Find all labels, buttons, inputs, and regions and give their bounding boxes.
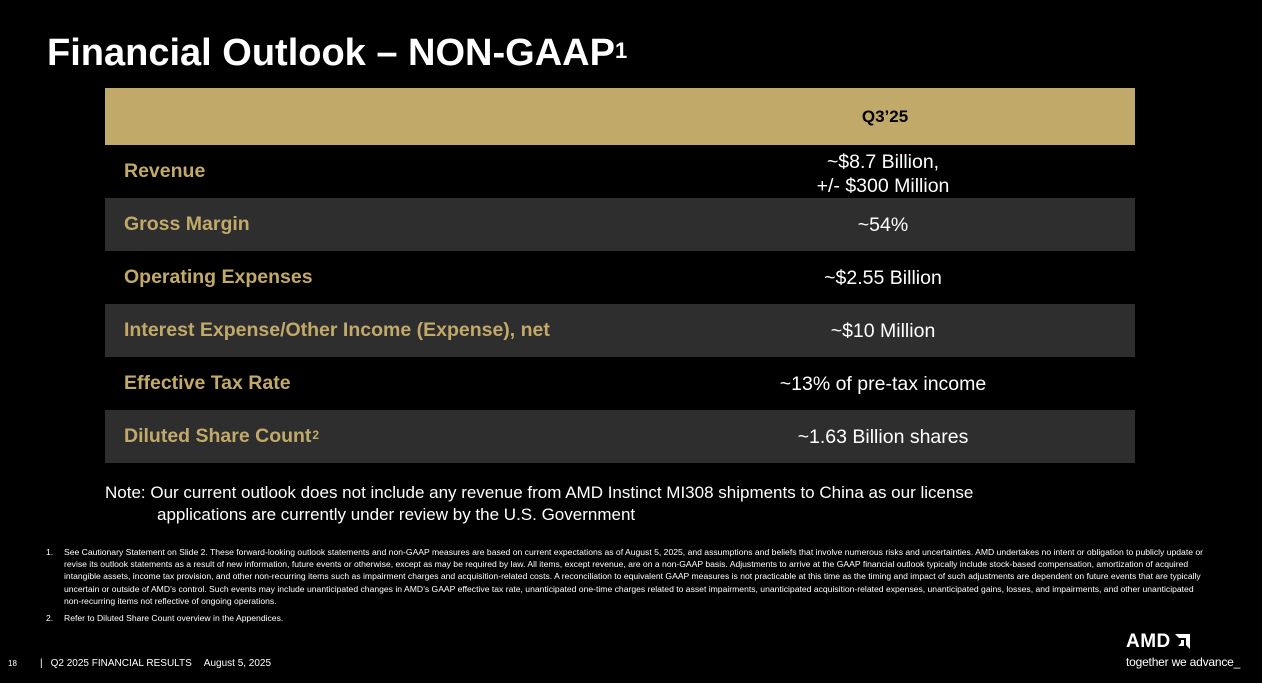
row-value: ~1.63 Billion shares [797, 425, 969, 448]
table-row-effective-tax-rate: Effective Tax Rate ~13% of pre-tax incom… [105, 357, 1135, 410]
row-label: Gross Margin [124, 213, 250, 235]
row-value: ~13% of pre-tax income [779, 372, 987, 395]
footnote-2: 2. Refer to Diluted Share Count overview… [46, 612, 1206, 624]
row-label: Effective Tax Rate [124, 372, 291, 394]
footer-separator: | [40, 658, 43, 669]
table-row-diluted-share-count: Diluted Share Count 2 ~1.63 Billion share… [105, 410, 1135, 463]
report-date: August 5, 2025 [203, 658, 272, 669]
row-label: Interest Expense/Other Income (Expense),… [124, 319, 550, 341]
row-value-line1: ~$8.7 Billion, [826, 151, 940, 173]
row-label-superscript: 2 [312, 427, 320, 442]
row-value: ~$10 Million [830, 319, 936, 342]
footnote-number: 2. [46, 613, 54, 624]
table-header: Q3’25 [105, 88, 1135, 145]
row-value: ~$2.55 Billion [824, 266, 942, 289]
row-label: Diluted Share Count 2 [124, 425, 320, 447]
table-row-revenue: Revenue ~$8.7 Billion, +/- $300 Million [105, 145, 1135, 198]
outlook-note: Note: Our current outlook does not inclu… [105, 482, 1105, 526]
footnote-text: Refer to Diluted Share Count overview in… [64, 613, 284, 624]
footnote-1: 1. See Cautionary Statement on Slide 2. … [46, 546, 1206, 607]
table-row-interest-expense: Interest Expense/Other Income (Expense),… [105, 304, 1135, 357]
table-row-operating-expenses: Operating Expenses ~$2.55 Billion [105, 251, 1135, 304]
slide-footer: 18 | Q2 2025 FINANCIAL RESULTS August 5, 20… [8, 658, 271, 669]
table-row-gross-margin: Gross Margin ~54% [105, 198, 1135, 251]
page-number: 18 [8, 659, 17, 668]
footnotes: 1. See Cautionary Statement on Slide 2. … [46, 546, 1206, 629]
column-header-q3: Q3’25 [861, 106, 909, 126]
title-superscript: 1 [614, 38, 628, 63]
note-line1: Note: Our current outlook does not inclu… [105, 483, 974, 502]
logo-tagline: together we advance_ [1126, 655, 1241, 669]
logo-brand: AMD [1126, 632, 1251, 652]
row-value-line2: +/- $300 Million [816, 175, 950, 197]
page-title: Financial Outlook – NON-GAAP1 [47, 32, 628, 74]
amd-arrow-icon [1174, 634, 1190, 649]
row-label: Revenue [124, 160, 206, 182]
row-value: ~54% [857, 213, 909, 236]
note-line2: applications are currently under review … [157, 505, 636, 524]
amd-logo: AMD together we advance_ [1126, 632, 1251, 672]
footnote-text: See Cautionary Statement on Slide 2. The… [64, 547, 1204, 606]
row-value: ~$8.7 Billion, +/- $300 Million [693, 145, 1073, 198]
report-name: Q2 2025 FINANCIAL RESULTS [50, 658, 192, 669]
row-label: Operating Expenses [124, 266, 313, 288]
footnote-number: 1. [46, 547, 54, 557]
outlook-table: Q3’25 Revenue ~$8.7 Billion, +/- $300 Mi… [105, 88, 1135, 463]
